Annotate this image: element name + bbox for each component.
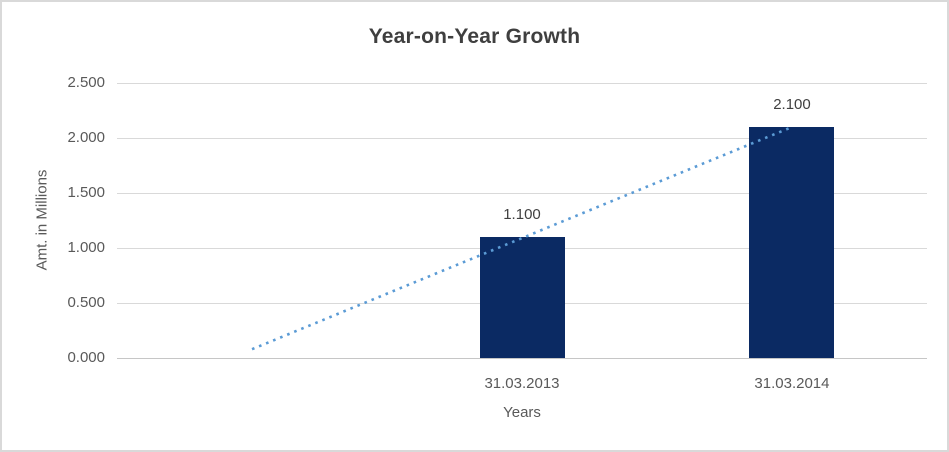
- x-tick-label: 31.03.2014: [754, 375, 830, 392]
- bar-31.03.2014: [749, 127, 835, 358]
- y-tick-label: 0.000: [67, 349, 105, 366]
- y-tick-label: 1.000: [67, 239, 105, 256]
- y-tick-label: 2.000: [67, 129, 105, 146]
- chart-title: Year-on-Year Growth: [368, 25, 581, 48]
- y-tick-label: 0.500: [67, 294, 105, 311]
- gridline: [117, 83, 927, 84]
- x-axis-line: [117, 358, 927, 359]
- plot-area: 1.100 2.100: [117, 83, 927, 359]
- x-tick-label: 31.03.2013: [484, 375, 560, 392]
- data-label: 1.100: [503, 206, 541, 223]
- x-axis-title: Years: [503, 404, 541, 421]
- y-tick-label: 2.500: [67, 74, 105, 91]
- data-label: 2.100: [773, 96, 811, 113]
- y-tick-label: 1.500: [67, 184, 105, 201]
- bar-31.03.2013: [479, 237, 565, 358]
